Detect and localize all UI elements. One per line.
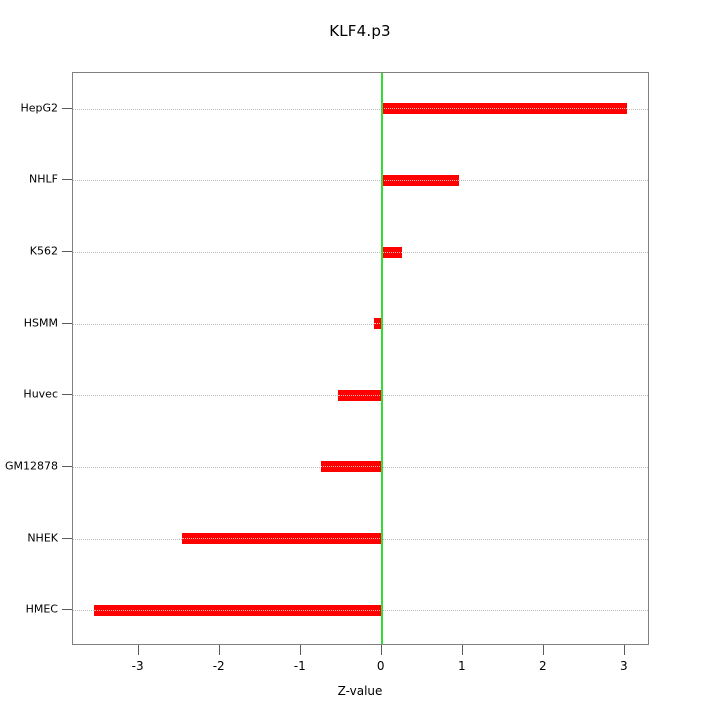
x-tick-mark [461, 645, 463, 655]
gridline [73, 108, 648, 111]
x-tick-label: -3 [131, 659, 144, 673]
x-tick-mark [380, 645, 382, 655]
x-tick-label: 0 [376, 659, 385, 673]
x-tick-mark [218, 645, 220, 655]
x-tick-mark [299, 645, 301, 655]
bar-inner-dots [381, 251, 402, 254]
bar-inner-dots [381, 108, 628, 110]
x-tick-label: -2 [212, 659, 225, 673]
y-tick-mark [62, 107, 72, 109]
y-tick-mark [62, 465, 72, 467]
x-tick-label: 1 [457, 659, 466, 673]
x-tick-mark [542, 645, 544, 655]
y-tick-label-nhlf: NHLF [29, 172, 58, 186]
x-axis-title: Z-value [337, 684, 383, 698]
bar-huvec [337, 389, 382, 401]
y-tick-mark [62, 251, 72, 253]
y-tick-label-hsmm: HSMM [23, 316, 58, 330]
y-tick-label-hmec: HMEC [25, 602, 58, 616]
bar-inner-dots [94, 609, 382, 612]
bar-inner-dots [320, 466, 382, 468]
bar-nhlf [381, 174, 459, 186]
x-tick-mark [623, 645, 625, 655]
bar-inner-dots [373, 323, 382, 325]
gridline [73, 180, 648, 182]
y-tick-mark [62, 322, 72, 324]
x-tick-label: -1 [293, 659, 306, 673]
y-tick-label-nhek: NHEK [27, 531, 58, 545]
y-tick-label-k562: K562 [29, 244, 58, 258]
y-tick-label-hepg2: HepG2 [20, 101, 58, 115]
y-tick-mark [62, 537, 72, 539]
x-tick-mark [137, 645, 139, 655]
plot-frame [72, 72, 649, 645]
bar-inner-dots [337, 394, 382, 397]
plot-area [73, 73, 648, 644]
bar-k562 [381, 246, 402, 258]
y-tick-label-huvec: Huvec [23, 387, 58, 401]
y-tick-mark [62, 179, 72, 181]
bar-gm12878 [320, 461, 382, 473]
x-tick-label: 2 [539, 659, 547, 673]
bar-inner-dots [181, 538, 382, 540]
y-tick-mark [62, 394, 72, 396]
y-tick-mark [62, 609, 72, 611]
bar-nhek [181, 533, 382, 545]
page-title: KLF4.p3 [329, 22, 391, 40]
bar-hsmm [373, 318, 382, 330]
gridline [73, 323, 648, 326]
bar-hepg2 [381, 103, 628, 115]
y-tick-label-gm12878: GM12878 [4, 459, 58, 473]
zero-reference-line [380, 73, 383, 644]
gridline [73, 252, 648, 254]
bar-hmec [94, 604, 382, 616]
x-tick-label: 3 [620, 659, 628, 673]
bar-inner-dots [381, 179, 459, 182]
